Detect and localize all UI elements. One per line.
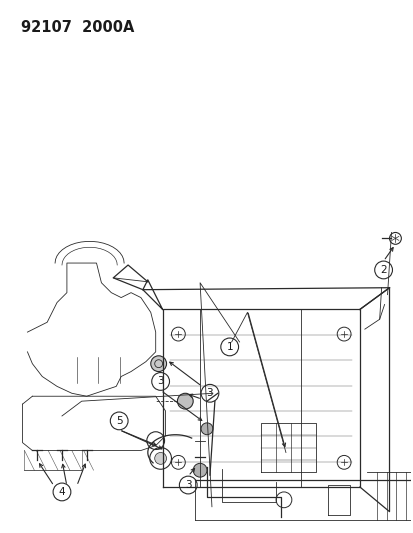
Text: 3: 3: [157, 376, 164, 386]
Circle shape: [150, 356, 166, 372]
Circle shape: [154, 453, 166, 464]
Circle shape: [193, 463, 206, 477]
Text: 4: 4: [59, 487, 65, 497]
Circle shape: [177, 393, 193, 409]
Circle shape: [201, 423, 212, 435]
Text: 3: 3: [206, 388, 213, 398]
Text: 3: 3: [185, 480, 191, 490]
Text: 5: 5: [116, 416, 122, 426]
Text: 2: 2: [380, 265, 386, 275]
Text: 92107  2000A: 92107 2000A: [21, 20, 133, 35]
Text: 1: 1: [226, 342, 233, 352]
